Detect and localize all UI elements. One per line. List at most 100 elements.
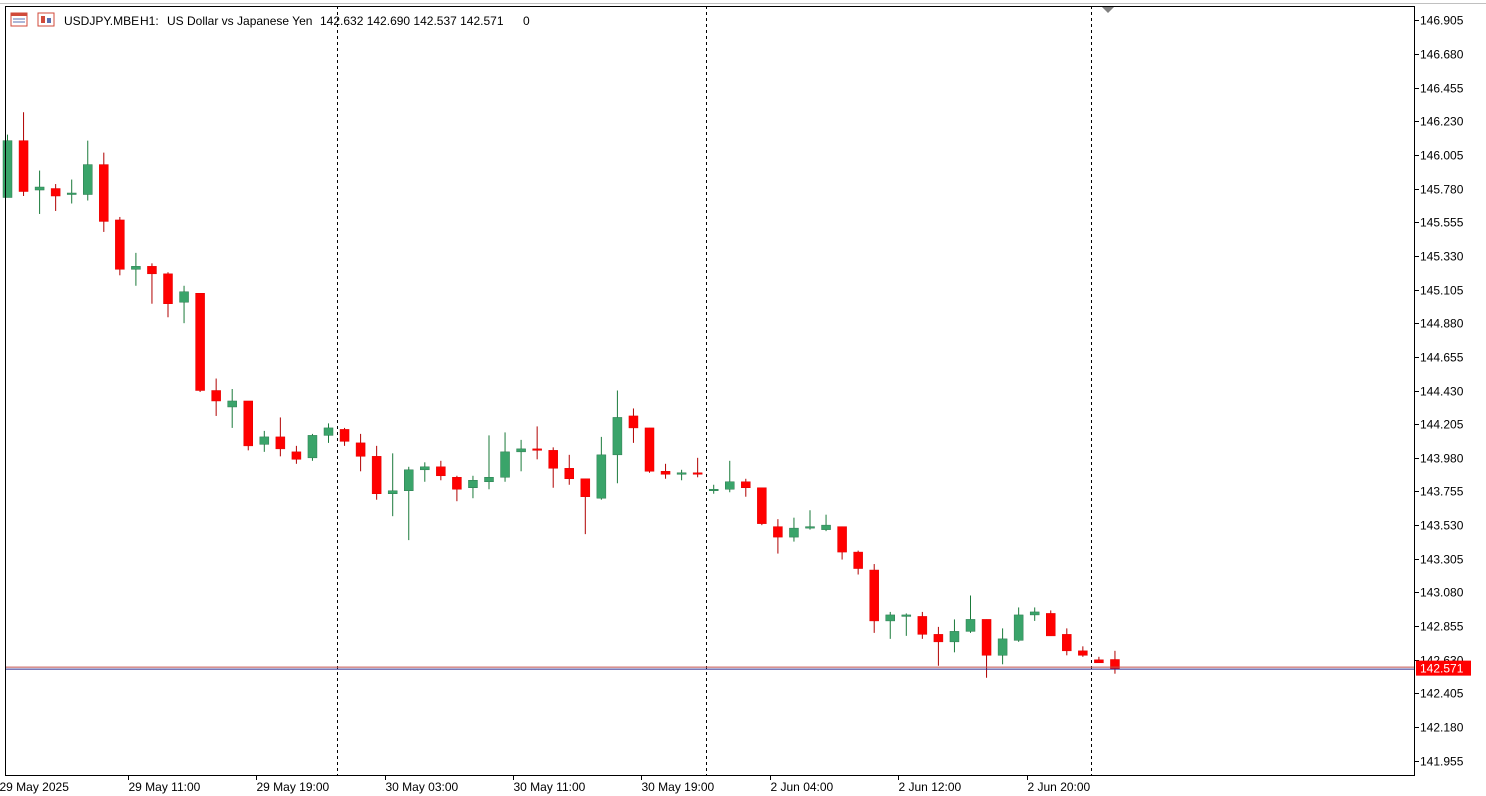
candle-body [468, 480, 478, 488]
time-tick-label: 30 May 19:00 [642, 780, 715, 794]
candle-body [580, 478, 591, 497]
candle-bear [147, 263, 157, 304]
candles [2, 112, 1120, 678]
price-tick-label: 142.180 [1420, 721, 1464, 735]
price-tick-label: 144.655 [1420, 351, 1464, 365]
price-axis[interactable]: 146.905 146.680 146.455 146.230 146.005 145.7… [1415, 14, 1471, 769]
candle-bear [692, 457, 703, 478]
candle-bull [307, 433, 318, 461]
candle-bull [805, 510, 815, 530]
chart-timeframe: H1: [140, 14, 159, 28]
candle-body [436, 466, 446, 477]
candle-bear [773, 519, 783, 554]
candle-body [404, 469, 414, 491]
price-tick-label: 145.330 [1420, 250, 1464, 264]
candle-body [516, 448, 526, 453]
candle-bear [837, 526, 847, 560]
price-tick-label: 146.905 [1420, 14, 1464, 28]
candle-body [965, 619, 976, 632]
candle-bear [564, 454, 574, 485]
candle-bull [901, 613, 912, 636]
candle-body [1094, 659, 1104, 664]
candle-bear [532, 426, 542, 460]
candle-body [227, 400, 237, 408]
day-separators [337, 6, 1092, 775]
price-tick-label: 141.955 [1420, 755, 1464, 769]
price-tick-label: 146.005 [1420, 149, 1464, 163]
candle-bear [741, 478, 751, 497]
candle-bear [371, 445, 382, 500]
candle-bull [821, 514, 831, 532]
candle-body [18, 140, 29, 192]
candle-bear [211, 378, 221, 416]
price-tick-label: 144.880 [1420, 317, 1464, 331]
candle-bear [18, 112, 29, 197]
candle-body [725, 481, 735, 490]
candle-body [596, 454, 607, 499]
chart-shift-marker[interactable] [1102, 7, 1114, 13]
chart-type-icon[interactable] [37, 12, 55, 27]
candle-body [420, 466, 430, 471]
candle-body [773, 526, 783, 538]
time-axis[interactable]: 29 May 2025 29 May 11:00 29 May 19:00 30 Ma… [0, 776, 1091, 794]
candle-bear [163, 272, 173, 318]
candle-body [949, 631, 960, 643]
candle-bear [195, 293, 205, 392]
candle-bull [612, 390, 623, 484]
candle-body [644, 427, 655, 472]
current-price-label: 142.571 [1420, 662, 1464, 676]
candle-body [837, 526, 847, 553]
candle-body [997, 638, 1008, 656]
candle-bull [1013, 607, 1024, 642]
candle-body [548, 450, 558, 469]
candle-body [676, 472, 687, 475]
candle-body [901, 614, 912, 617]
candle-body [853, 551, 863, 569]
price-tick-label: 143.755 [1420, 485, 1464, 499]
candle-bull [789, 517, 799, 542]
candle-bull [965, 595, 976, 633]
candle-body [179, 291, 189, 303]
chart-header: USDJPY.MBE H1: US Dollar vs Japanese Yen… [10, 12, 530, 28]
time-tick-label: 29 May 19:00 [257, 780, 330, 794]
price-lines [5, 666, 1414, 670]
candle-body [2, 140, 13, 198]
time-tick-label: 29 May 2025 [0, 780, 69, 794]
candle-bull [2, 134, 13, 198]
candle-bull [516, 439, 526, 472]
time-tick-label: 30 May 11:00 [514, 780, 586, 794]
candle-bull [949, 619, 960, 653]
candle-body [1046, 613, 1056, 637]
candle-body [243, 400, 253, 447]
candle-body [50, 188, 61, 197]
candle-body [452, 477, 462, 490]
candle-body [789, 527, 799, 538]
candle-bull [66, 179, 77, 204]
candle-bull [596, 436, 607, 500]
candle-body [259, 436, 270, 445]
candle-body [1013, 614, 1024, 641]
candle-body [371, 456, 382, 494]
candle-body [708, 488, 719, 491]
price-tick-label: 145.780 [1420, 183, 1464, 197]
symbol-list-icon[interactable] [10, 12, 28, 27]
candle-body [339, 429, 350, 442]
candle-bull [179, 285, 189, 324]
candle-body [981, 619, 992, 656]
candle-bear [355, 433, 366, 472]
candle-bull [725, 460, 735, 493]
chart-shift-triangle-icon[interactable] [1102, 7, 1114, 13]
candle-bear [981, 619, 992, 678]
price-tick-label: 145.105 [1420, 284, 1464, 298]
candle-bull [885, 611, 895, 639]
time-tick-label: 30 May 03:00 [386, 780, 459, 794]
candle-bear [628, 408, 639, 443]
candle-bear [869, 564, 879, 633]
current-price-badge [1416, 660, 1471, 676]
candle-bear [644, 427, 655, 473]
candle-body [532, 448, 542, 451]
price-tick-label: 143.080 [1420, 586, 1464, 600]
